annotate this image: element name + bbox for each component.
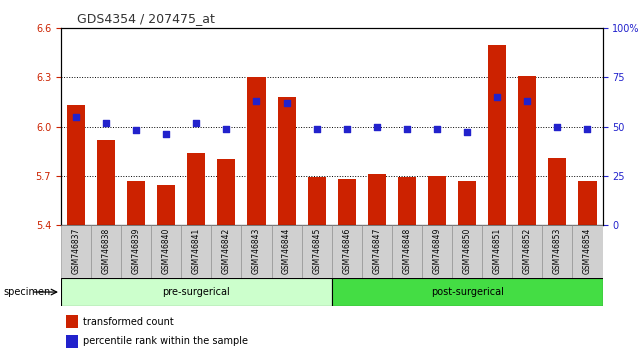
Text: GSM746848: GSM746848: [403, 227, 412, 274]
Bar: [247, 78, 265, 225]
Bar: [61, 278, 332, 306]
Text: GSM746845: GSM746845: [312, 227, 321, 274]
Bar: [338, 179, 356, 225]
Bar: [97, 139, 115, 225]
Point: [131, 128, 141, 133]
Point: [191, 120, 201, 125]
Bar: [452, 225, 482, 278]
Bar: [157, 185, 175, 225]
Point: [402, 126, 412, 131]
Point: [492, 94, 503, 100]
Text: GSM746839: GSM746839: [131, 227, 140, 274]
Text: GSM746842: GSM746842: [222, 227, 231, 274]
Point: [432, 126, 442, 131]
Bar: [392, 225, 422, 278]
Bar: [278, 97, 296, 225]
Point: [522, 98, 533, 104]
Bar: [488, 45, 506, 225]
Bar: [212, 225, 242, 278]
Bar: [308, 177, 326, 225]
Text: specimen: specimen: [3, 287, 51, 297]
Text: GSM746840: GSM746840: [162, 227, 171, 274]
Text: GSM746846: GSM746846: [342, 227, 351, 274]
Text: GSM746853: GSM746853: [553, 227, 562, 274]
Bar: [66, 315, 78, 328]
Point: [251, 98, 262, 104]
Bar: [242, 225, 272, 278]
Point: [221, 126, 231, 131]
Bar: [67, 105, 85, 225]
Text: percentile rank within the sample: percentile rank within the sample: [83, 336, 247, 346]
Text: GSM746850: GSM746850: [463, 227, 472, 274]
Bar: [61, 225, 91, 278]
Text: GSM746851: GSM746851: [493, 227, 502, 274]
Point: [312, 126, 322, 131]
Bar: [368, 174, 386, 225]
Bar: [578, 181, 597, 225]
Bar: [542, 225, 572, 278]
Point: [372, 124, 382, 129]
Bar: [66, 335, 78, 348]
Bar: [482, 225, 512, 278]
Bar: [458, 181, 476, 225]
Point: [553, 124, 563, 129]
Text: GDS4354 / 207475_at: GDS4354 / 207475_at: [77, 12, 215, 25]
Bar: [151, 225, 181, 278]
Text: GSM746843: GSM746843: [252, 227, 261, 274]
Text: pre-surgerical: pre-surgerical: [162, 287, 230, 297]
Bar: [398, 177, 416, 225]
Bar: [332, 225, 362, 278]
Text: post-surgerical: post-surgerical: [431, 287, 504, 297]
Bar: [272, 225, 302, 278]
Point: [342, 126, 352, 131]
Bar: [422, 225, 452, 278]
Text: GSM746844: GSM746844: [282, 227, 291, 274]
Bar: [217, 159, 235, 225]
Point: [71, 114, 81, 120]
Text: GSM746837: GSM746837: [71, 227, 80, 274]
Point: [583, 126, 593, 131]
Text: GSM746854: GSM746854: [583, 227, 592, 274]
Point: [462, 130, 472, 135]
Bar: [549, 158, 567, 225]
Bar: [127, 181, 145, 225]
Text: transformed count: transformed count: [83, 317, 173, 327]
Bar: [332, 278, 603, 306]
Bar: [91, 225, 121, 278]
Bar: [572, 225, 603, 278]
Point: [101, 120, 111, 125]
Text: GSM746852: GSM746852: [523, 227, 532, 274]
Bar: [512, 225, 542, 278]
Bar: [121, 225, 151, 278]
Point: [161, 132, 171, 137]
Text: GSM746849: GSM746849: [433, 227, 442, 274]
Point: [281, 100, 292, 106]
Bar: [302, 225, 332, 278]
Bar: [362, 225, 392, 278]
Bar: [519, 76, 537, 225]
Bar: [187, 153, 205, 225]
Text: GSM746847: GSM746847: [372, 227, 381, 274]
Bar: [181, 225, 212, 278]
Text: GSM746841: GSM746841: [192, 227, 201, 274]
Text: GSM746838: GSM746838: [101, 227, 110, 274]
Bar: [428, 176, 446, 225]
